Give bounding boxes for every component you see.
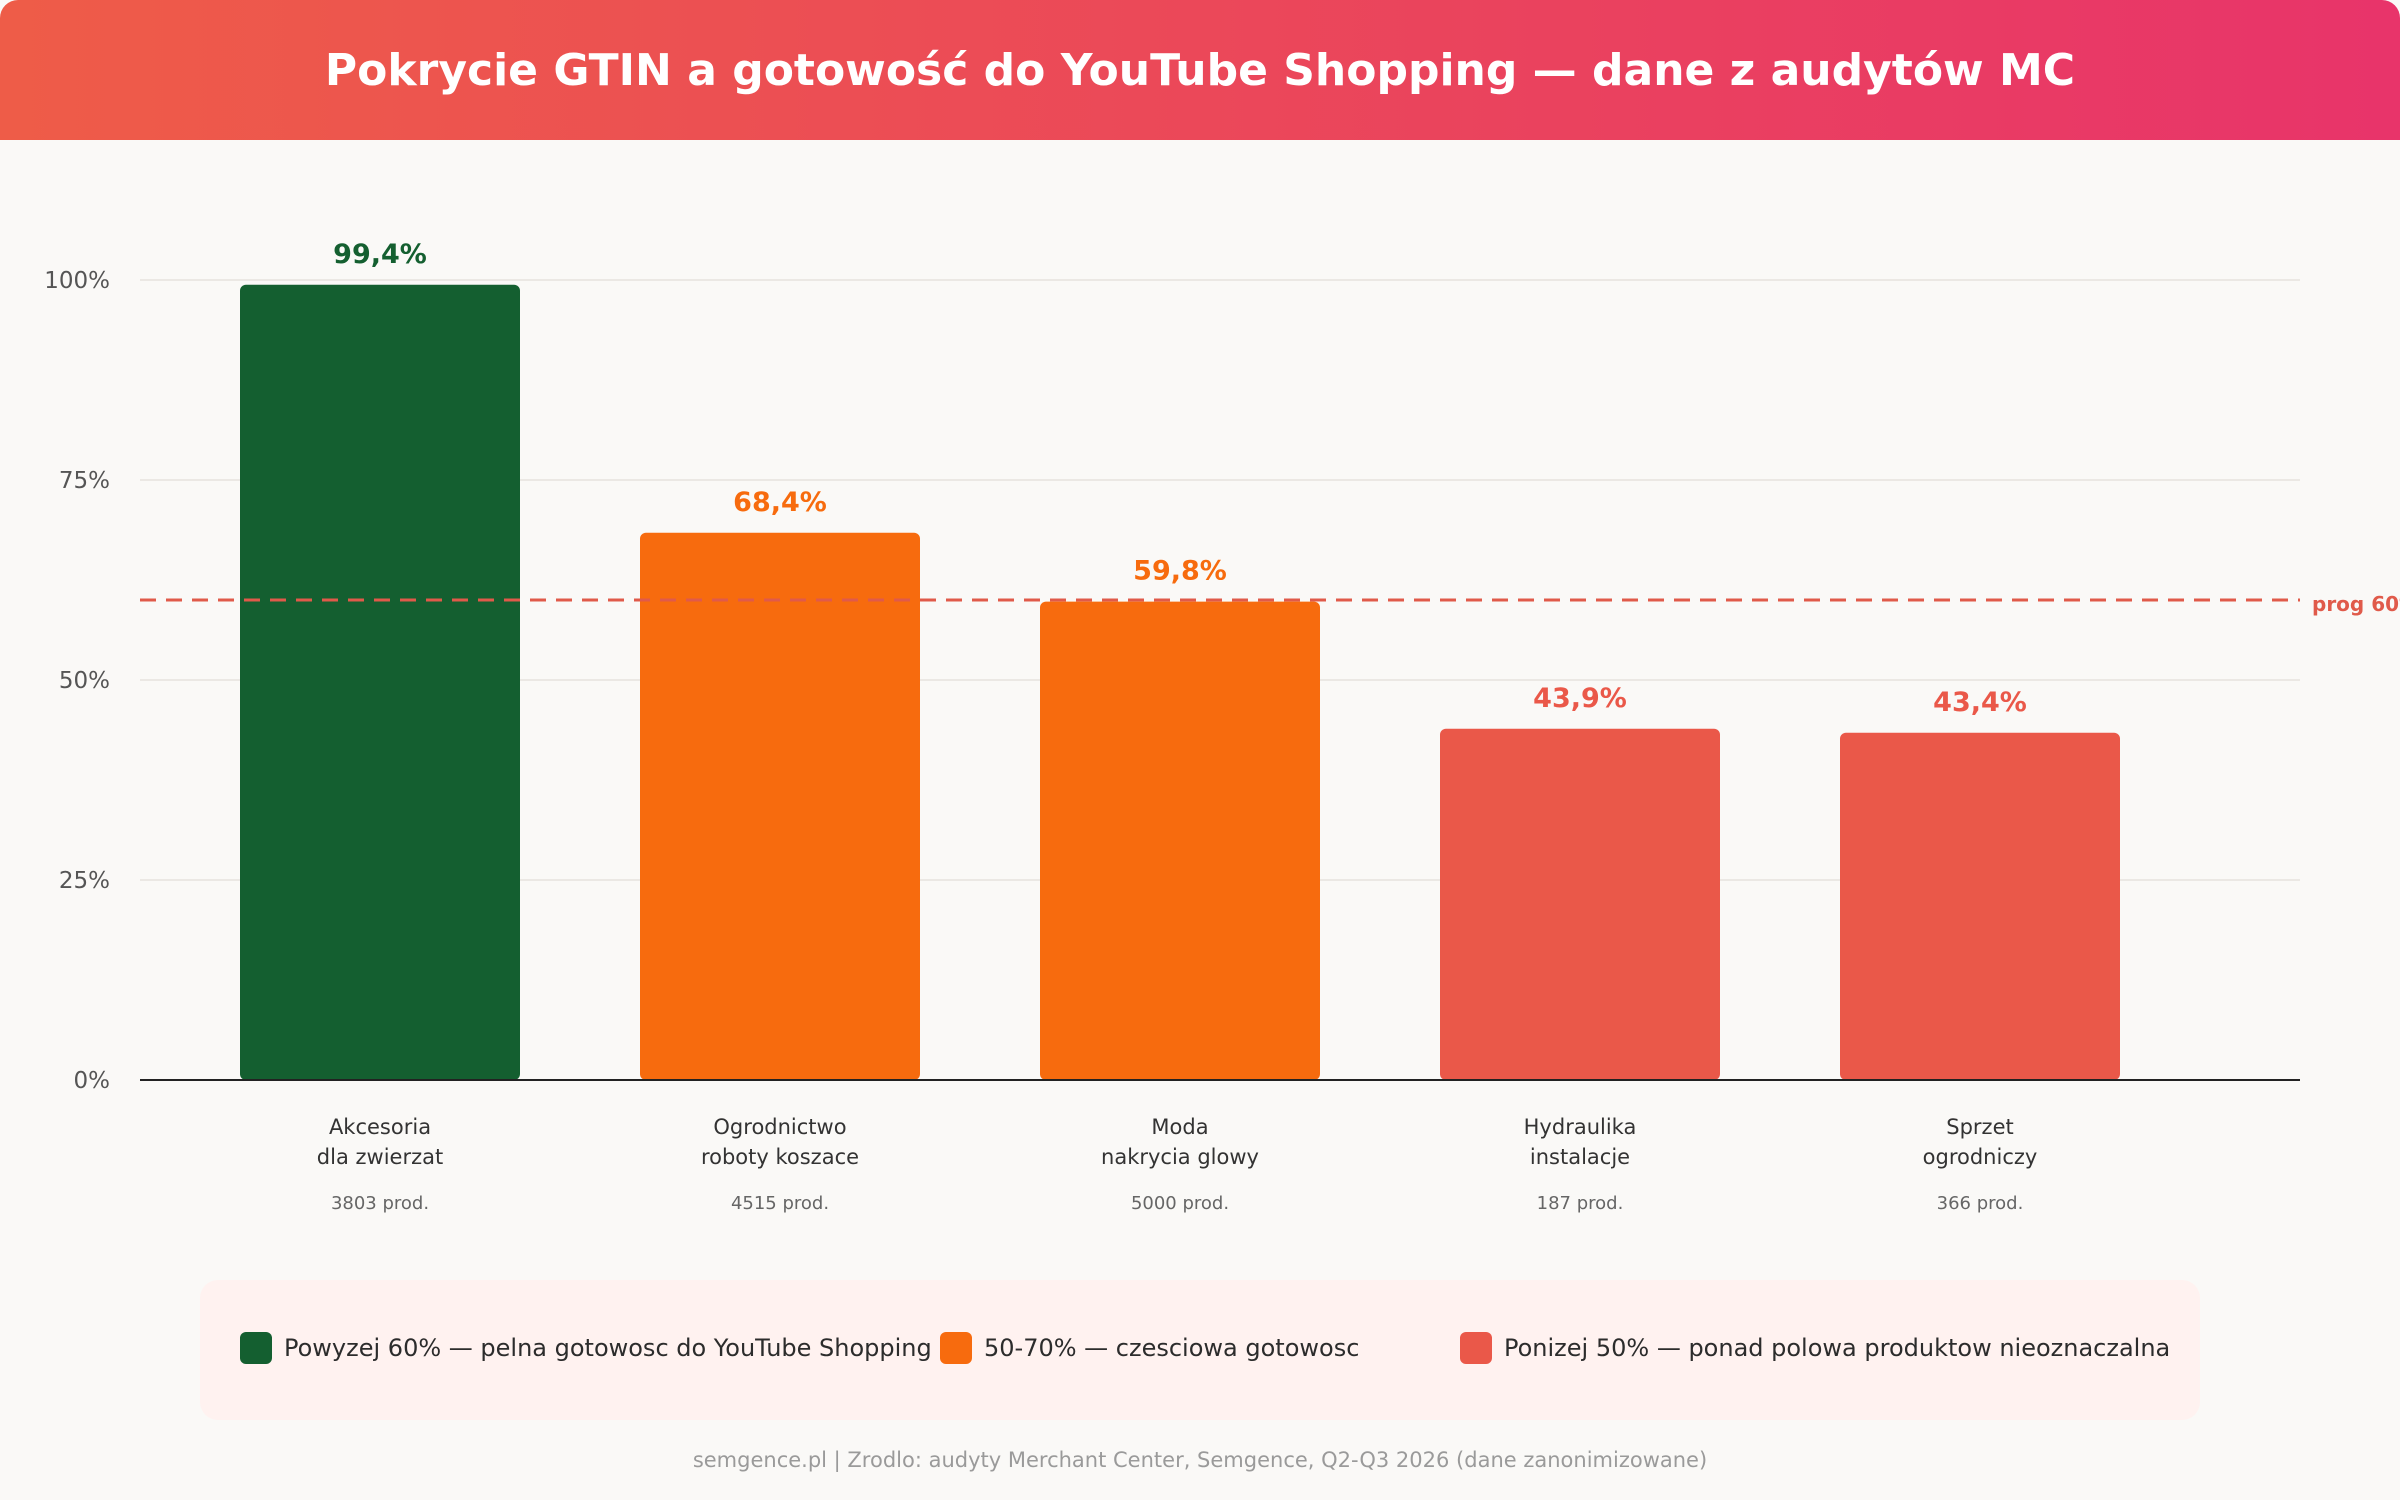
product-count-label: 366 prod.	[1937, 1193, 2024, 1214]
legend-item-green: Powyzej 60% — pelna gotowosc do YouTube …	[240, 1320, 932, 1376]
legend-label-green: Powyzej 60% — pelna gotowosc do YouTube …	[284, 1334, 932, 1362]
legend-swatch-orange	[940, 1332, 972, 1364]
x-tick-label: roboty koszace	[701, 1145, 859, 1169]
source-footer: semgence.pl | Zrodlo: audyty Merchant Ce…	[692, 1448, 1708, 1472]
product-count-label: 4515 prod.	[731, 1193, 829, 1214]
chart-header: Pokrycie GTIN a gotowość do YouTube Shop…	[0, 0, 2400, 140]
bar-value-label: 59,8%	[1133, 556, 1227, 587]
y-tick-label: 50%	[59, 668, 110, 694]
y-tick-label: 75%	[59, 468, 110, 494]
y-tick-label: 25%	[59, 868, 110, 894]
x-tick-label: dla zwierzat	[317, 1145, 443, 1169]
bar	[640, 532, 920, 1080]
bar	[1840, 732, 2120, 1080]
legend-item-orange: 50-70% — czesciowa gotowosc	[940, 1320, 1359, 1376]
legend-item-red: Ponizej 50% — ponad polowa produktow nie…	[1460, 1320, 2170, 1376]
legend-swatch-red	[1460, 1332, 1492, 1364]
legend-label-red: Ponizej 50% — ponad polowa produktow nie…	[1504, 1334, 2171, 1362]
bar	[1040, 601, 1320, 1080]
x-tick-label: instalacje	[1530, 1145, 1630, 1169]
chart-title: Pokrycie GTIN a gotowość do YouTube Shop…	[324, 44, 2076, 96]
legend: Powyzej 60% — pelna gotowosc do YouTube …	[200, 1280, 2200, 1420]
bar	[240, 284, 520, 1080]
product-count-label: 3803 prod.	[331, 1193, 429, 1214]
bar	[1440, 728, 1720, 1080]
x-tick-label: Hydraulika	[1524, 1115, 1637, 1139]
product-count-label: 5000 prod.	[1131, 1193, 1229, 1214]
x-tick-label: Moda	[1151, 1115, 1208, 1139]
bar-value-label: 68,4%	[733, 487, 827, 518]
product-count-label: 187 prod.	[1537, 1193, 1624, 1214]
x-tick-label: nakrycia glowy	[1101, 1145, 1259, 1169]
bar-value-label: 43,4%	[1933, 687, 2027, 718]
legend-label-orange: 50-70% — czesciowa gotowosc	[984, 1334, 1360, 1362]
threshold-label: prog 60%	[2312, 592, 2400, 616]
y-tick-label: 100%	[44, 268, 110, 294]
x-tick-label: Sprzet	[1946, 1115, 2013, 1139]
bar-value-label: 43,9%	[1533, 683, 1627, 714]
bar-value-label: 99,4%	[333, 239, 427, 270]
x-tick-label: Ogrodnictwo	[713, 1115, 846, 1139]
bar-chart: 0% 25% 50% 75% 100% 99,4% Akcesoria dla zwierza…	[44, 239, 2400, 1214]
x-tick-label: Akcesoria	[329, 1115, 431, 1139]
y-tick-label: 0%	[74, 1068, 111, 1094]
legend-swatch-green	[240, 1332, 272, 1364]
x-tick-label: ogrodniczy	[1923, 1145, 2038, 1169]
